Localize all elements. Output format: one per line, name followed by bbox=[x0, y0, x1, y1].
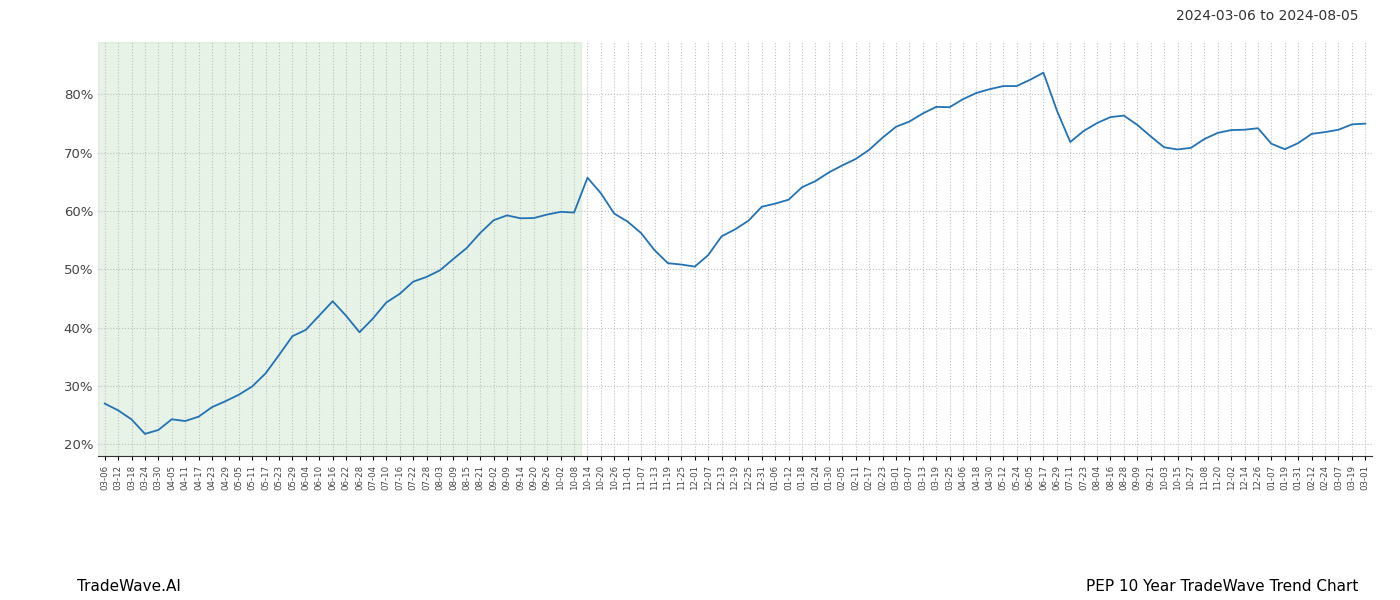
Text: TradeWave.AI: TradeWave.AI bbox=[77, 579, 181, 594]
Text: 2024-03-06 to 2024-08-05: 2024-03-06 to 2024-08-05 bbox=[1176, 9, 1358, 23]
Text: PEP 10 Year TradeWave Trend Chart: PEP 10 Year TradeWave Trend Chart bbox=[1085, 579, 1358, 594]
Bar bbox=[98, 42, 581, 456]
